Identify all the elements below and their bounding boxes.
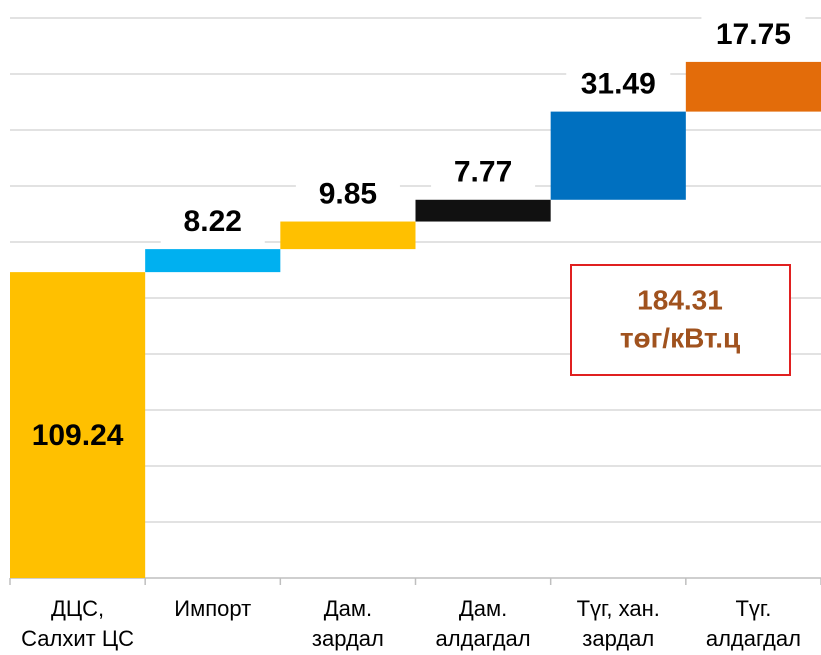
value-label: 109.24: [32, 419, 124, 452]
value-label: 17.75: [716, 18, 791, 51]
x-tick-label: Дам.: [459, 596, 507, 621]
annotation-box: [570, 264, 791, 376]
x-tick-label: зардал: [312, 626, 384, 651]
x-tick-label: Салхит ЦС: [21, 626, 134, 651]
x-tick-label: Түг, хан.: [577, 596, 660, 621]
x-tick-label: ДЦС,: [51, 596, 104, 621]
x-tick-label: Импорт: [174, 596, 251, 621]
bar: [280, 221, 416, 250]
bar: [415, 199, 551, 222]
label-bg: [295, 175, 400, 216]
bar: [550, 111, 686, 200]
x-tick-label: Дам.: [324, 596, 372, 621]
bar: [685, 61, 821, 112]
bar: [145, 249, 281, 273]
value-label: 31.49: [581, 68, 656, 101]
value-label: 9.85: [319, 177, 377, 210]
label-bg: [566, 65, 671, 106]
value-label: 7.77: [454, 156, 512, 189]
label-bg: [701, 15, 806, 56]
label-bg: [160, 203, 265, 244]
x-tick-label: зардал: [582, 626, 654, 651]
annotation-text: 184.31: [637, 284, 723, 315]
label-bg: [431, 153, 536, 194]
x-tick-label: Түг.: [735, 596, 771, 621]
bar: [10, 272, 146, 578]
value-label: 8.22: [184, 205, 242, 238]
x-tick-label: алдагдал: [706, 626, 801, 651]
x-tick-label: алдагдал: [436, 626, 531, 651]
annotation-text: төг/кВт.ц: [620, 322, 740, 353]
